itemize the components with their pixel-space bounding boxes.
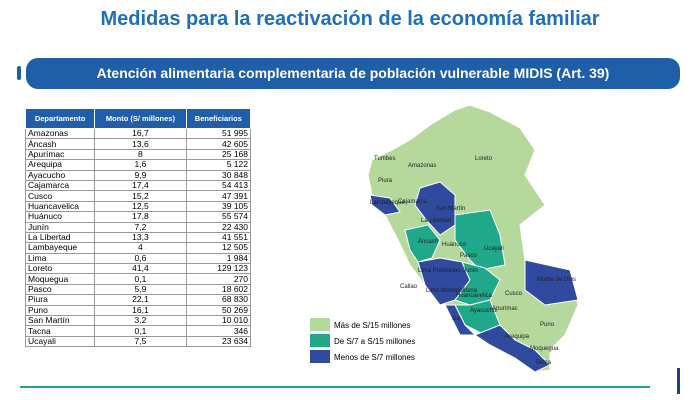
banner: Atención alimentaria complementaria de p…: [26, 58, 680, 89]
table: Departamento Monto (S/ millones) Beneficia…: [24, 108, 252, 348]
region-teal: [404, 224, 441, 263]
region-label: Pasco: [460, 253, 477, 259]
region-blue: [444, 304, 477, 336]
region-label: Amazonas: [408, 163, 436, 169]
region-label: Áncash: [418, 238, 438, 245]
region-label: Ucayali: [484, 246, 504, 252]
region-label: Puno: [540, 322, 555, 328]
region-label: Moquegua: [530, 346, 559, 352]
region-label: Lima Metropolitana: [426, 288, 478, 294]
region-label: Callao: [400, 284, 418, 290]
region-label: Tacna: [535, 360, 552, 366]
region-label: Lambayeque: [370, 200, 405, 206]
table-body: Amazonas 16,7 51 995 Áncash 13,6 42 605 Apurím…: [24, 127, 252, 348]
legend-swatch: [310, 334, 330, 347]
column-header: Beneficiarios: [185, 108, 252, 129]
table-row: Ucayali 7,5 23 634: [24, 335, 252, 348]
column-header: Departamento: [24, 108, 96, 129]
region-blue: [369, 194, 401, 216]
region-label: Ayacucho: [470, 308, 497, 314]
region-label: Arequipa: [505, 334, 530, 340]
region-blue: [524, 259, 579, 306]
region-teal: [454, 209, 506, 271]
marker: [17, 66, 21, 80]
region-label: Cajamarca: [398, 199, 428, 205]
region-label: Loreto: [475, 156, 493, 162]
title: Medidas para la reactivación de la econo…: [100, 8, 600, 30]
header-row: Departamento Monto (S/ millones) Beneficia…: [24, 108, 252, 129]
footer-marker: [677, 368, 680, 394]
region-label: San Martín: [436, 206, 465, 212]
region-blue: [473, 324, 551, 373]
region-label: Madre de Dios: [537, 277, 576, 283]
legend-label: De S/7 a S/15 millones: [334, 337, 415, 346]
region-label: Huancavelica: [456, 293, 493, 299]
region-label: Huánuco: [442, 242, 467, 248]
region-label: Piura: [378, 178, 393, 184]
legend-swatch: [310, 318, 330, 331]
legend-swatch: [310, 350, 330, 363]
region-label: La Libertad: [421, 218, 451, 224]
legend-label: Menos de S/7 millones: [334, 353, 415, 362]
region-label: Ica: [452, 316, 461, 322]
region-label: Cusco: [505, 291, 523, 297]
region-label: Junín: [463, 268, 478, 274]
region-label: Tumbes: [374, 156, 395, 162]
region-label: Lima Provincias: [418, 268, 460, 274]
table-cell: 23 634: [185, 335, 252, 348]
region-label: Apurímac: [492, 306, 518, 312]
table-cell: Ucayali: [24, 335, 96, 348]
legend-label: Más de S/15 millones: [334, 321, 410, 330]
region-blue: [414, 181, 456, 236]
